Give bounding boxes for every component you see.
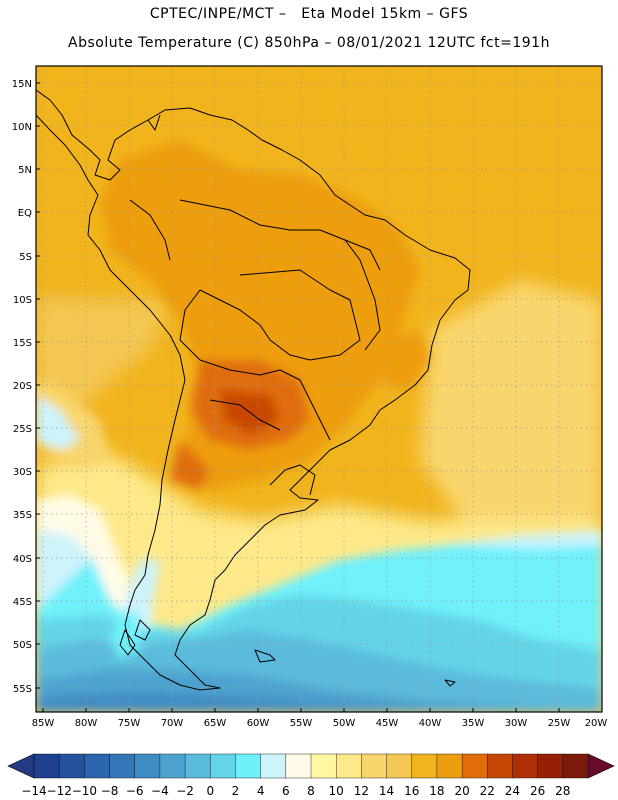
lon-label: 70W <box>161 718 184 729</box>
colorbar-swatch <box>436 753 463 779</box>
lat-label: 5S <box>19 252 32 263</box>
colorbar-label: 18 <box>429 784 444 798</box>
chart-title-line2: Absolute Temperature (C) 850hPa – 08/01/… <box>68 35 550 51</box>
colorbar-swatch <box>235 753 262 779</box>
color-bar: −14 −12 −10 −8 −6 −4 −2 0 2 4 6 8 10 12 14 16 18 20 22 24 26… <box>7 753 615 798</box>
colorbar-label: −2 <box>176 784 194 798</box>
lon-label: 85W <box>32 718 55 729</box>
chart-title-line1: CPTEC/INPE/MCT – Eta Model 15km – GFS <box>149 6 469 22</box>
lon-label: 80W <box>75 718 98 729</box>
colorbar-swatch <box>134 753 161 779</box>
colorbar-left-arrow <box>7 753 35 779</box>
lat-label: 5N <box>18 165 32 176</box>
colorbar-swatch <box>487 753 513 779</box>
colorbar-swatch <box>461 753 488 779</box>
colorbar-label: 20 <box>454 784 469 798</box>
temperature-field <box>36 66 602 712</box>
lat-label: 15S <box>13 338 32 349</box>
lat-label: 55S <box>13 684 32 695</box>
colorbar-swatch <box>537 753 564 779</box>
colorbar-swatch <box>512 753 539 779</box>
colorbar-label: 8 <box>307 784 315 798</box>
colorbar-swatch <box>285 753 312 779</box>
axis-ticks <box>36 82 560 712</box>
colorbar-label: 4 <box>257 784 265 798</box>
colorbar-label: −8 <box>101 784 119 798</box>
colorbar-label: 10 <box>329 784 344 798</box>
lon-label: 20W <box>585 718 608 729</box>
colorbar-label: 28 <box>555 784 570 798</box>
colorbar-label: −10 <box>72 784 97 798</box>
colorbar-label: −4 <box>151 784 169 798</box>
colorbar-label: −12 <box>47 784 72 798</box>
lat-label: 20S <box>13 381 32 392</box>
lon-label: 75W <box>118 718 141 729</box>
colorbar-swatch <box>361 753 388 779</box>
lat-label: 30S <box>13 467 32 478</box>
lon-label: 55W <box>290 718 313 729</box>
lon-label: 60W <box>247 718 270 729</box>
colorbar-swatch <box>411 753 438 779</box>
lat-label: 35S <box>13 510 32 521</box>
lon-label: 30W <box>505 718 528 729</box>
colorbar-label: 16 <box>404 784 419 798</box>
colorbar-swatch <box>210 753 236 779</box>
lon-label: 50W <box>333 718 356 729</box>
colorbar-swatch <box>109 753 136 779</box>
colorbar-label: 26 <box>530 784 545 798</box>
lat-label: 25S <box>13 424 32 435</box>
lat-label: 10N <box>12 122 32 133</box>
colorbar-swatch <box>562 753 589 779</box>
lat-label: 40S <box>13 554 32 565</box>
lat-label: 10S <box>13 295 32 306</box>
lon-label: 35W <box>462 718 485 729</box>
colorbar-right-arrow <box>587 753 615 779</box>
colorbar-swatch <box>84 753 111 779</box>
colorbar-swatch <box>335 753 362 779</box>
colorbar-label: 6 <box>282 784 290 798</box>
lat-label: 50S <box>13 640 32 651</box>
lat-label: 15N <box>12 79 32 90</box>
colorbar-label: 12 <box>354 784 369 798</box>
colorbar-swatch <box>58 753 85 779</box>
colorbar-label: −6 <box>126 784 144 798</box>
plot-frame <box>35 65 603 713</box>
lon-label: 25W <box>548 718 571 729</box>
colorbar-swatch <box>184 753 211 779</box>
colorbar-label: 22 <box>480 784 495 798</box>
colorbar-label: −14 <box>21 784 46 798</box>
colorbar-swatch <box>310 753 337 779</box>
colorbar-label: 14 <box>379 784 394 798</box>
colorbar-label: 24 <box>505 784 520 798</box>
colorbar-label: 0 <box>206 784 214 798</box>
lon-label: 45W <box>376 718 399 729</box>
colorbar-label: 2 <box>232 784 240 798</box>
lon-label: 65W <box>204 718 227 729</box>
lat-label: EQ <box>18 208 32 219</box>
colorbar-swatch <box>33 753 60 779</box>
colorbar-swatch <box>260 753 287 779</box>
lat-label: 45S <box>13 597 32 608</box>
colorbar-swatch <box>159 753 186 779</box>
colorbar-swatch <box>386 753 413 779</box>
coastlines <box>36 89 471 691</box>
lon-label: 40W <box>419 718 442 729</box>
